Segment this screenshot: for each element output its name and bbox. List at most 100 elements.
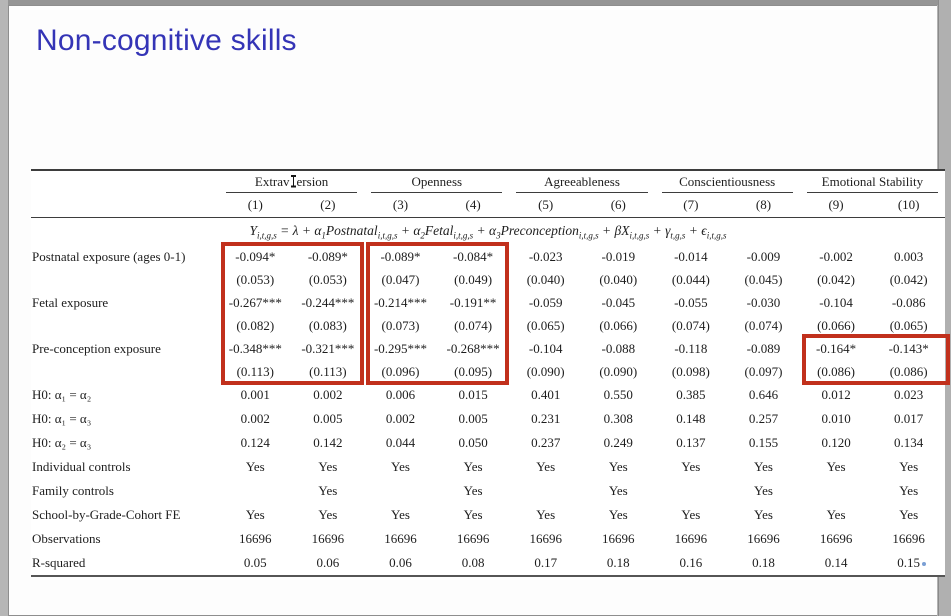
column-number: (1) xyxy=(219,193,292,218)
column-number: (9) xyxy=(799,193,873,218)
empty-header-cell xyxy=(31,193,219,218)
table-cell xyxy=(509,479,582,503)
row-label: H0: α₁ = α₂ xyxy=(32,387,92,402)
table-cell: (0.095) xyxy=(454,363,493,379)
table-cell: Yes xyxy=(608,483,628,498)
table-cell: 0.124 xyxy=(240,435,270,450)
window-frame-left xyxy=(0,0,8,616)
table-cell: 0.257 xyxy=(748,411,779,426)
table-cell: -0.295*** xyxy=(373,340,428,356)
table-cell: -0.244*** xyxy=(301,294,355,310)
table-cell: (0.113) xyxy=(236,363,275,379)
table-cell: Yes xyxy=(318,507,338,522)
table-cell: Yes xyxy=(391,507,410,522)
table-cell: -0.045 xyxy=(601,294,636,310)
table-cell: 0.120 xyxy=(821,435,851,450)
table-cell: -0.118 xyxy=(674,340,708,356)
column-group-header: Conscientiousness xyxy=(654,169,800,193)
table-cell: -0.088 xyxy=(601,340,636,356)
slide-area: Non-cognitive skills Extrav ersion Opennes… xyxy=(8,5,950,616)
table-cell: 0.050 xyxy=(458,435,488,450)
table-cell: (0.040) xyxy=(526,271,565,287)
table-cell: -0.089 xyxy=(746,340,781,356)
table-cell: 0.385 xyxy=(676,387,706,402)
table-row: School-by-Grade-Cohort FE Yes Yes Yes Yes Yes… xyxy=(31,503,945,527)
table-row: Observations 16696 16696 16696 16696 16696 166… xyxy=(31,527,945,551)
table-cell: 0.148 xyxy=(676,411,706,426)
table-row: H0: α₁ = α₂ 0.001 0.002 0.006 0.015 0.401 0.55… xyxy=(31,383,945,407)
table-cell: 0.134 xyxy=(894,435,924,450)
table-cell: (0.090) xyxy=(599,363,638,379)
table-cell: 0.15 xyxy=(872,551,945,577)
table-cell: -0.084* xyxy=(453,248,494,264)
table-cell: Yes xyxy=(536,459,556,474)
table-cell: Yes xyxy=(899,507,919,522)
table-cell: Yes xyxy=(681,507,701,522)
table-cell: 16696 xyxy=(819,531,853,546)
table-cell: 16696 xyxy=(892,531,925,546)
table-cell: Yes xyxy=(318,459,338,474)
row-label: Individual controls xyxy=(32,459,131,474)
table-cell: -0.002 xyxy=(819,248,853,264)
table-cell: -0.268*** xyxy=(446,340,500,356)
table-cell: -0.089* xyxy=(307,248,348,264)
empty-header-cell xyxy=(31,169,219,193)
row-label: Postnatal exposure (ages 0-1) xyxy=(32,248,186,264)
table-cell: Yes xyxy=(608,459,628,474)
table-cell: -0.014 xyxy=(674,248,708,264)
column-group-header: Agreeableness xyxy=(509,169,655,193)
table-cell: -0.267*** xyxy=(228,294,282,310)
table-cell: (0.086) xyxy=(889,363,928,379)
table-cell: 0.06 xyxy=(291,551,365,577)
table-cell: (0.066) xyxy=(599,317,638,333)
table-cell: 0.231 xyxy=(531,411,561,426)
table-cell: 0.001 xyxy=(240,387,270,402)
table-cell: 0.18 xyxy=(581,551,655,577)
table-cell: 0.017 xyxy=(894,411,924,426)
table-cell: 0.006 xyxy=(385,387,416,402)
table-cell: -0.104 xyxy=(819,294,853,310)
table-cell: (0.045) xyxy=(744,271,783,287)
table-cell: (0.040) xyxy=(599,271,638,287)
table-cell: (0.053) xyxy=(308,271,347,287)
table-cell: (0.090) xyxy=(526,363,565,379)
table-cell: Yes xyxy=(754,507,773,522)
table-cell: 0.14 xyxy=(799,551,873,577)
table-cell: Yes xyxy=(608,507,628,522)
row-label: Fetal exposure xyxy=(32,294,109,310)
table-cell: 16696 xyxy=(456,531,490,546)
row-label xyxy=(31,360,219,383)
table-cell: 0.002 xyxy=(313,387,343,402)
table-cell: 0.249 xyxy=(603,435,633,450)
table-cell: 16696 xyxy=(384,531,417,546)
table-cell: (0.042) xyxy=(889,271,928,287)
table-row: H0: α₂ = α₃ 0.124 0.142 0.044 0.050 0.237 0.24… xyxy=(31,431,945,455)
row-label: School-by-Grade-Cohort FE xyxy=(32,507,181,522)
table-cell: 0.550 xyxy=(603,387,633,402)
table-cell: Yes xyxy=(245,507,265,522)
table-cell: 0.18 xyxy=(727,551,800,577)
table-cell: -0.143* xyxy=(888,340,929,356)
table-cell: (0.074) xyxy=(744,317,783,333)
table-cell: (0.065) xyxy=(526,317,565,333)
table-cell: (0.042) xyxy=(817,271,856,287)
table-row: Fetal exposure -0.267*** -0.244*** -0.214**… xyxy=(31,291,945,314)
table-cell xyxy=(219,479,292,503)
table-cell: 16696 xyxy=(239,531,272,546)
group-label-part: ersion xyxy=(296,174,329,189)
table-cell: 0.003 xyxy=(894,248,924,264)
table-row: Postnatal exposure (ages 0-1) -0.094* -0.0… xyxy=(31,245,945,268)
regression-table-wrap: Extrav ersion Openness Agreeableness Conscie… xyxy=(31,169,950,577)
table-cell: 0.015 xyxy=(458,387,488,402)
table-cell: Yes xyxy=(245,459,265,474)
table-cell: Yes xyxy=(754,483,773,498)
table-cell xyxy=(364,479,437,503)
table-cell: 16696 xyxy=(747,531,780,546)
column-number: (3) xyxy=(364,193,437,218)
table-cell: 0.237 xyxy=(531,435,561,450)
column-number: (7) xyxy=(654,193,728,218)
table-cell: Yes xyxy=(754,459,773,474)
table-cell: 0.023 xyxy=(894,387,924,402)
cursor-dot xyxy=(922,562,926,566)
table-cell: -0.321*** xyxy=(301,340,355,356)
